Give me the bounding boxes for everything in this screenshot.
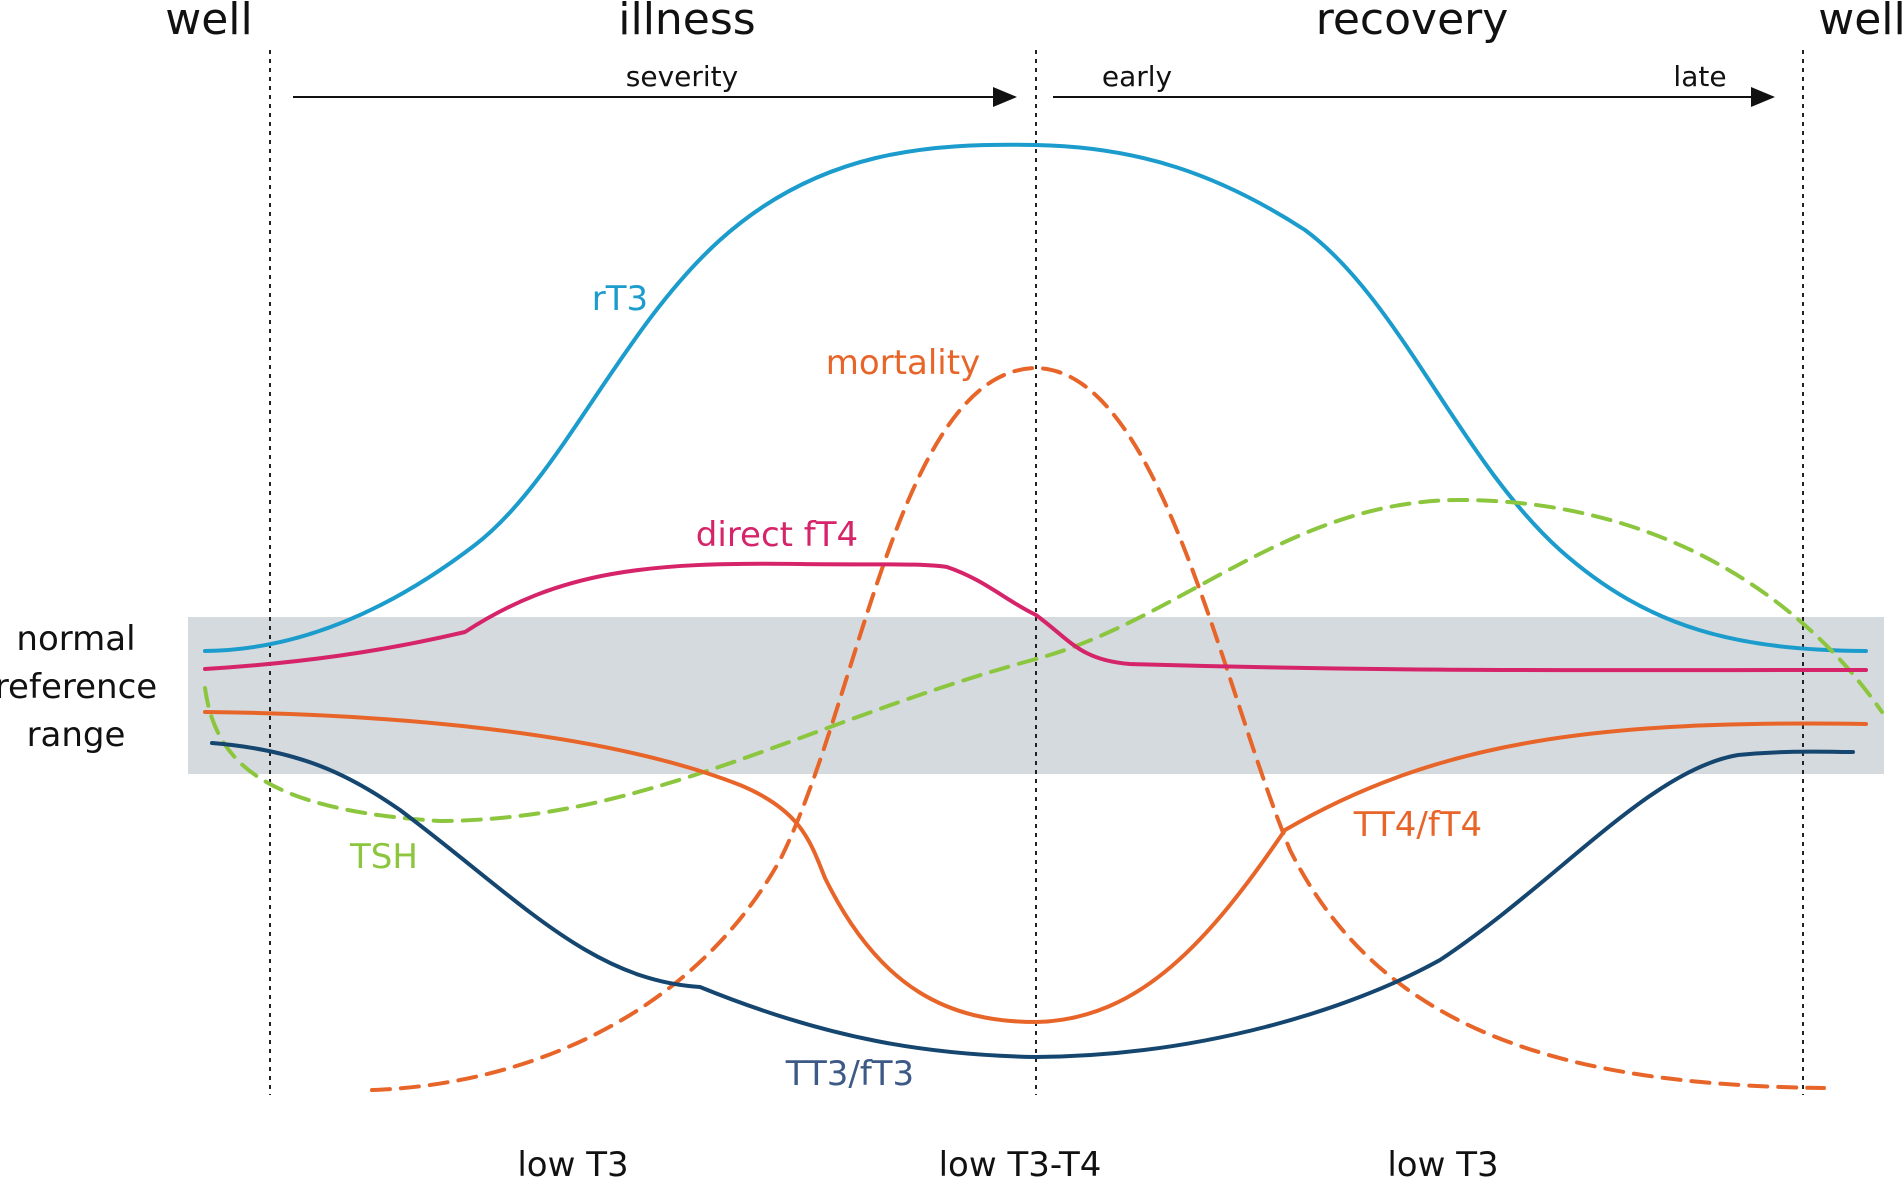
state-right: low T3 bbox=[1387, 1145, 1498, 1178]
label-rT3: rT3 bbox=[592, 279, 648, 319]
state-center: low T3-T4 bbox=[939, 1145, 1102, 1178]
phase-well-right: well bbox=[1818, 0, 1902, 45]
arrow-label-early: early bbox=[1102, 60, 1172, 93]
label-direct-fT4: direct fT4 bbox=[696, 515, 858, 555]
reference-label-line3: range bbox=[27, 715, 126, 755]
phase-recovery: recovery bbox=[1316, 0, 1509, 45]
reference-label-line1: normal bbox=[16, 619, 135, 659]
curve-TT3-fT3 bbox=[210, 741, 1855, 1059]
phase-well-left: well bbox=[165, 0, 253, 45]
curve-direct-fT4 bbox=[203, 561, 1868, 673]
label-TT4-fT4: TT4/fT4 bbox=[1353, 805, 1482, 845]
label-TSH: TSH bbox=[349, 837, 418, 877]
curve-TSH bbox=[203, 498, 1884, 823]
reference-label-line2: reference bbox=[0, 667, 157, 707]
arrow-label-severity: severity bbox=[626, 60, 738, 93]
normal-reference-band bbox=[188, 617, 1884, 774]
arrow-label-late: late bbox=[1673, 60, 1726, 93]
phase-illness: illness bbox=[618, 0, 755, 45]
label-mortality: mortality bbox=[826, 343, 980, 383]
label-TT3-fT3: TT3/fT3 bbox=[785, 1054, 914, 1094]
curve-rT3 bbox=[203, 142, 1868, 653]
state-left: low T3 bbox=[517, 1145, 628, 1178]
curve-mortality bbox=[370, 366, 1826, 1092]
curve-TT4-fT4 bbox=[203, 710, 1868, 1024]
